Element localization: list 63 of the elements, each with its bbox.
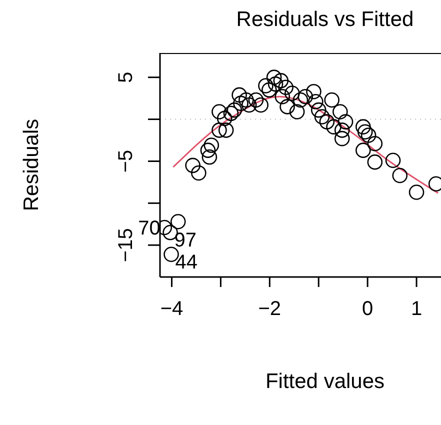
point — [367, 154, 383, 170]
annotation: 70 — [138, 218, 160, 240]
point — [223, 106, 239, 122]
point — [334, 122, 350, 138]
point — [185, 158, 200, 174]
y-tick-label: −5 — [115, 150, 137, 173]
point — [170, 214, 186, 230]
point — [356, 119, 371, 134]
y-tick-label: −15 — [115, 228, 137, 262]
point — [268, 76, 284, 92]
point — [200, 142, 216, 158]
point — [226, 102, 242, 118]
y-tick-label: 5 — [115, 72, 137, 83]
point — [334, 130, 350, 146]
point — [212, 122, 227, 138]
point — [357, 124, 373, 140]
point — [191, 165, 206, 181]
point — [326, 119, 342, 134]
point — [292, 92, 308, 108]
point — [308, 94, 324, 110]
x-tick-label: 0 — [362, 298, 374, 320]
point — [319, 114, 335, 130]
chart-title: Residuals vs Fitted — [235, 8, 415, 32]
point — [306, 84, 322, 100]
point — [408, 184, 424, 200]
point — [332, 104, 348, 120]
annotation: 97 — [174, 230, 197, 252]
point — [212, 104, 227, 120]
point — [278, 80, 294, 96]
x-tick-label: −2 — [258, 298, 282, 320]
annotation: 44 — [175, 251, 198, 274]
point — [284, 86, 300, 101]
x-axis-title: Fitted values — [264, 370, 386, 394]
point — [280, 99, 295, 114]
point — [253, 97, 268, 113]
point — [204, 138, 220, 153]
point — [202, 149, 218, 165]
point — [241, 97, 257, 113]
point — [266, 70, 282, 85]
point — [367, 136, 383, 152]
point — [289, 104, 305, 120]
point — [233, 96, 248, 111]
point — [273, 73, 289, 88]
x-tick-label: 1 — [410, 298, 422, 320]
point — [356, 142, 371, 158]
y-axis-title: Residuals — [20, 118, 44, 212]
point — [324, 92, 340, 108]
point — [310, 102, 326, 118]
point — [262, 82, 277, 98]
point — [248, 92, 264, 108]
point — [232, 87, 247, 103]
point — [298, 88, 314, 104]
point — [385, 152, 401, 168]
point — [392, 168, 408, 184]
point — [360, 128, 376, 143]
point — [216, 110, 232, 126]
x-tick-label: −4 — [160, 298, 184, 320]
point — [338, 114, 354, 130]
point — [258, 78, 274, 94]
point — [274, 88, 290, 104]
point — [218, 122, 234, 138]
point — [314, 109, 330, 124]
point — [238, 92, 254, 108]
